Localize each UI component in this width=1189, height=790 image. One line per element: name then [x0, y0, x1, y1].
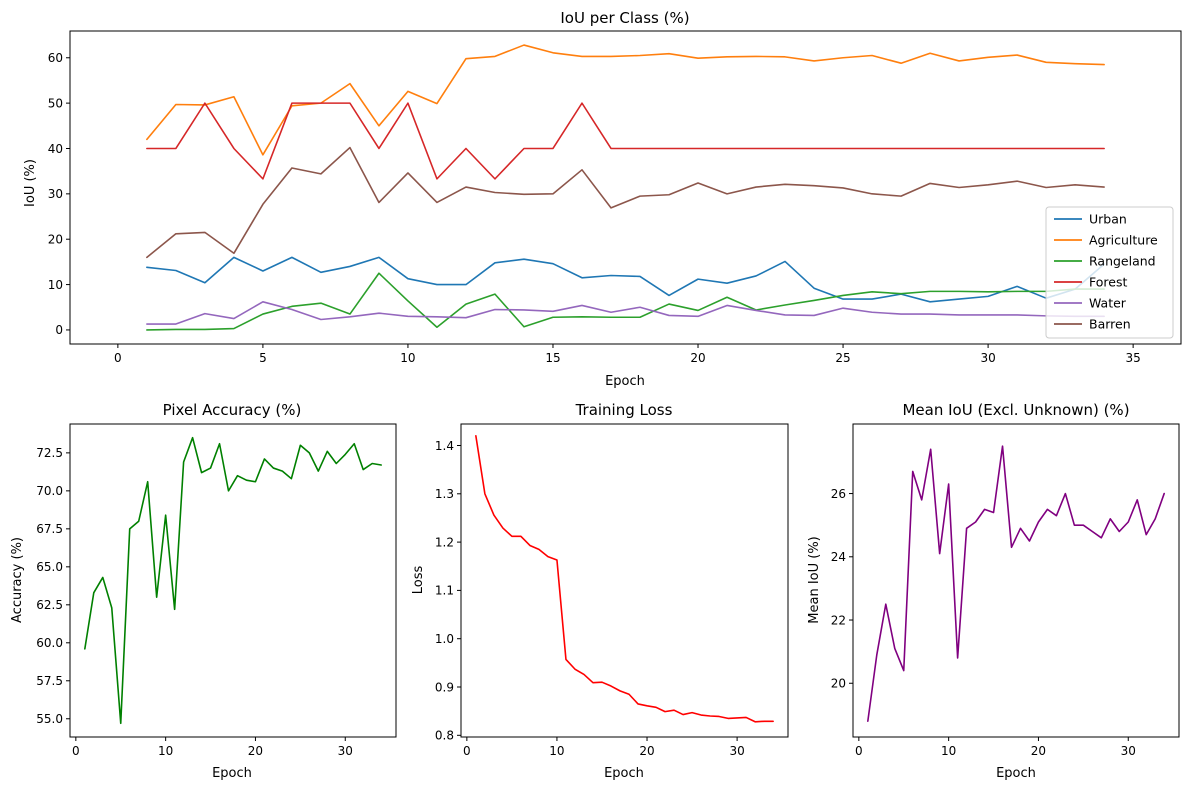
- miou-xtick-label: 10: [941, 744, 956, 758]
- miou-xtick-label: 0: [855, 744, 863, 758]
- legend-label-rangeland: Rangeland: [1089, 254, 1156, 269]
- iou-xtick-label: 30: [980, 351, 995, 365]
- acc-ytick-label: 72.5: [36, 446, 63, 460]
- miou-series-line-mean-iou: [867, 445, 1165, 722]
- mean-iou-chart-plot-area: 0 10 20 30 20 22 24 26: [831, 423, 1180, 758]
- accuracy-chart-xlabel: Epoch: [212, 766, 252, 781]
- miou-ytick-label: 20: [831, 677, 846, 691]
- iou-chart-xlabel: Epoch: [605, 374, 645, 389]
- accuracy-chart-title: Pixel Accuracy (%): [163, 401, 302, 419]
- loss-ytick-label: 0.8: [435, 729, 454, 743]
- acc-ytick-label: 62.5: [36, 598, 63, 612]
- acc-xtick-label: 10: [158, 744, 173, 758]
- loss-xtick-label: 0: [463, 744, 471, 758]
- iou-series-line-barren: [146, 146, 1105, 259]
- iou-axes-frame: [69, 30, 1182, 345]
- iou-xtick-label: 35: [1125, 351, 1140, 365]
- iou-xtick-label: 10: [400, 351, 415, 365]
- iou-chart-title: IoU per Class (%): [560, 9, 689, 27]
- loss-ytick-label: 0.9: [435, 680, 454, 694]
- pixel-accuracy-chart: Pixel Accuracy (%) Epoch Accuracy (%) 0 1…: [10, 401, 397, 781]
- loss-chart-title: Training Loss: [575, 401, 673, 419]
- loss-ytick-label: 1.2: [435, 535, 454, 549]
- accuracy-chart-ylabel: Accuracy (%): [10, 537, 25, 623]
- loss-series-line-training-loss: [475, 435, 774, 723]
- iou-ytick-label: 10: [48, 278, 63, 292]
- acc-ytick-label: 55.0: [36, 712, 63, 726]
- acc-ytick-label: 70.0: [36, 484, 63, 498]
- iou-xtick-label: 20: [690, 351, 705, 365]
- iou-chart-plot-area: 0 5 10 15 20 25 30 35 0 10 20 30 40 50 60: [48, 30, 1182, 365]
- loss-xtick-label: 10: [549, 744, 564, 758]
- loss-xtick-label: 30: [729, 744, 744, 758]
- iou-ytick-label: 60: [48, 51, 63, 65]
- iou-xtick-label: 5: [259, 351, 267, 365]
- loss-ytick-label: 1.4: [435, 439, 454, 453]
- legend-label-agriculture: Agriculture: [1089, 233, 1158, 248]
- acc-ytick-label: 57.5: [36, 674, 63, 688]
- mean-iou-chart: Mean IoU (Excl. Unknown) (%) Epoch Mean …: [807, 401, 1180, 781]
- acc-xtick-label: 0: [72, 744, 80, 758]
- miou-xtick-label: 30: [1121, 744, 1136, 758]
- iou-per-class-chart: IoU per Class (%) Epoch IoU (%) 0 5 10 15 20…: [23, 9, 1182, 389]
- loss-ytick-label: 1.3: [435, 487, 454, 501]
- legend-label-water: Water: [1089, 296, 1127, 311]
- iou-series-line-agriculture: [146, 44, 1105, 156]
- legend-label-forest: Forest: [1089, 275, 1127, 290]
- acc-xtick-label: 20: [248, 744, 263, 758]
- iou-chart-legend: Urban Agriculture Rangeland Forest Water Barr…: [1045, 206, 1174, 339]
- miou-ytick-label: 22: [831, 613, 846, 627]
- acc-xtick-label: 30: [338, 744, 353, 758]
- mean-iou-chart-xlabel: Epoch: [996, 766, 1036, 781]
- iou-ytick-label: 0: [55, 323, 63, 337]
- accuracy-chart-plot-area: 0 10 20 30 55.0 57.5 60.0 62.5 65.0 67.5 70.0 72.5: [36, 423, 397, 758]
- iou-ytick-label: 50: [48, 96, 63, 110]
- loss-chart-plot-area: 0 10 20 30 0.8 0.9 1.0 1.1 1.2 1.3 1.4: [435, 423, 789, 758]
- loss-ytick-label: 1.1: [435, 584, 454, 598]
- iou-xtick-label: 15: [545, 351, 560, 365]
- loss-chart-xlabel: Epoch: [604, 766, 644, 781]
- iou-series-line-rangeland: [146, 272, 1105, 331]
- mean-iou-chart-ylabel: Mean IoU (%): [807, 536, 822, 623]
- miou-ytick-label: 24: [831, 550, 846, 564]
- loss-chart-ylabel: Loss: [411, 566, 426, 595]
- miou-axes-frame: [852, 423, 1180, 738]
- iou-series-line-forest: [146, 102, 1105, 180]
- iou-xtick-label: 0: [114, 351, 122, 365]
- legend-label-urban: Urban: [1089, 212, 1127, 227]
- legend-label-barren: Barren: [1089, 317, 1131, 332]
- training-loss-chart: Training Loss Epoch Loss 0 10 20 30 0.8 0.9 1.…: [411, 401, 789, 781]
- iou-ytick-label: 20: [48, 233, 63, 247]
- acc-ytick-label: 65.0: [36, 560, 63, 574]
- acc-series-line-pixel-accuracy: [84, 436, 382, 725]
- iou-series-line-water: [146, 301, 1105, 325]
- iou-ytick-label: 40: [48, 142, 63, 156]
- iou-xtick-label: 25: [835, 351, 850, 365]
- acc-ytick-label: 60.0: [36, 636, 63, 650]
- loss-axes-frame: [460, 423, 789, 738]
- iou-series-line-urban: [146, 256, 1105, 303]
- loss-xtick-label: 20: [639, 744, 654, 758]
- acc-axes-frame: [69, 423, 397, 738]
- loss-ytick-label: 1.0: [435, 632, 454, 646]
- mean-iou-chart-title: Mean IoU (Excl. Unknown) (%): [902, 401, 1129, 419]
- iou-chart-ylabel: IoU (%): [23, 159, 38, 207]
- acc-ytick-label: 67.5: [36, 522, 63, 536]
- iou-ytick-label: 30: [48, 187, 63, 201]
- miou-ytick-label: 26: [831, 487, 846, 501]
- miou-xtick-label: 20: [1031, 744, 1046, 758]
